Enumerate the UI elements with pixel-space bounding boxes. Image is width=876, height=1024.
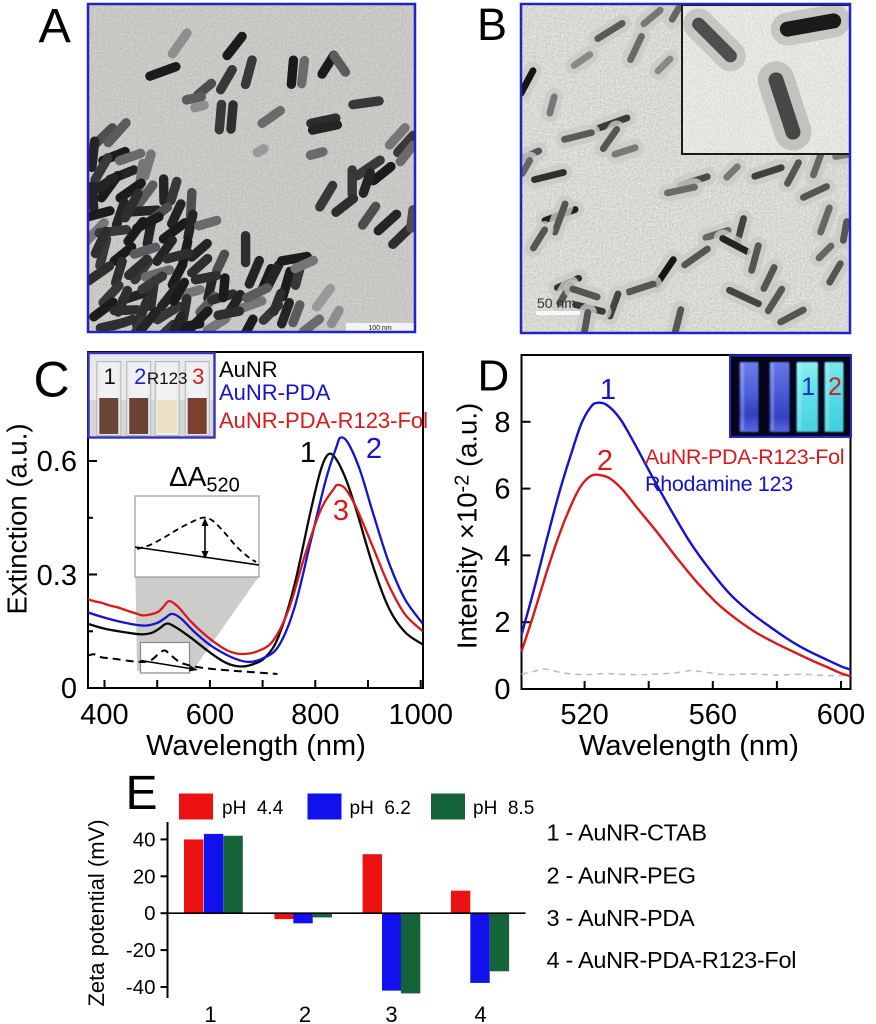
svg-text:B: B <box>477 0 507 50</box>
svg-text:pH 4.4: pH 4.4 <box>222 798 284 819</box>
svg-text:40: 40 <box>133 828 156 851</box>
svg-text:0.3: 0.3 <box>37 560 77 592</box>
svg-text:520: 520 <box>560 699 608 731</box>
svg-text:0: 0 <box>61 673 77 705</box>
svg-text:-40: -40 <box>126 976 156 999</box>
svg-text:3: 3 <box>385 1002 397 1024</box>
svg-text:6: 6 <box>494 474 510 506</box>
svg-text:2: 2 <box>134 364 146 389</box>
svg-text:0: 0 <box>144 902 155 925</box>
svg-text:AuNR: AuNR <box>219 357 278 382</box>
svg-text:2: 2 <box>494 607 510 639</box>
svg-text:8: 8 <box>494 407 510 439</box>
svg-text:Extinction (a.u.): Extinction (a.u.) <box>2 423 33 614</box>
svg-text:0: 0 <box>494 674 510 706</box>
svg-text:800: 800 <box>291 699 339 731</box>
svg-text:2 - AuNR-PEG: 2 - AuNR-PEG <box>547 862 696 888</box>
svg-text:pH 8.5: pH 8.5 <box>473 798 534 819</box>
svg-text:20: 20 <box>133 865 156 888</box>
svg-text:1: 1 <box>801 373 815 401</box>
svg-text:pH 6.2: pH 6.2 <box>350 798 411 819</box>
svg-text:AuNR-PDA: AuNR-PDA <box>219 380 331 405</box>
svg-text:3: 3 <box>333 495 349 527</box>
svg-text:2: 2 <box>597 445 613 477</box>
svg-text:2: 2 <box>299 1002 311 1024</box>
svg-text:4: 4 <box>474 1002 486 1024</box>
svg-text:C: C <box>34 352 70 408</box>
svg-text:Zeta potential (mV): Zeta potential (mV) <box>84 819 109 1006</box>
svg-text:A: A <box>39 0 72 53</box>
svg-text:3 - AuNR-PDA: 3 - AuNR-PDA <box>547 905 696 931</box>
svg-text:1 - AuNR-CTAB: 1 - AuNR-CTAB <box>547 820 707 846</box>
svg-text:-20: -20 <box>126 939 156 962</box>
svg-text:ΔA520: ΔA520 <box>169 461 240 497</box>
svg-text:1: 1 <box>204 1002 216 1024</box>
svg-text:E: E <box>126 767 158 820</box>
svg-text:1000: 1000 <box>388 699 453 731</box>
svg-text:Intensity ×10-2 (a.u.): Intensity ×10-2 (a.u.) <box>452 403 483 649</box>
svg-text:0.6: 0.6 <box>37 446 77 478</box>
svg-text:560: 560 <box>689 699 737 731</box>
svg-text:1: 1 <box>104 364 116 389</box>
svg-text:D: D <box>478 352 510 401</box>
svg-text:4: 4 <box>494 540 510 572</box>
svg-text:R123: R123 <box>147 369 188 388</box>
svg-text:AuNR-PDA-R123-Fol: AuNR-PDA-R123-Fol <box>219 408 428 433</box>
svg-text:4 - AuNR-PDA-R123-Fol: 4 - AuNR-PDA-R123-Fol <box>547 947 797 973</box>
svg-text:2: 2 <box>828 373 842 401</box>
svg-text:100 nm: 100 nm <box>368 325 392 332</box>
svg-text:600: 600 <box>817 699 865 731</box>
svg-text:1: 1 <box>300 437 316 469</box>
svg-text:600: 600 <box>186 699 234 731</box>
svg-text:400: 400 <box>80 699 128 731</box>
svg-text:2: 2 <box>366 433 382 465</box>
svg-text:AuNR-PDA-R123-Fol: AuNR-PDA-R123-Fol <box>645 445 844 469</box>
svg-text:Wavelength (nm): Wavelength (nm) <box>579 730 799 762</box>
svg-text:50 nm: 50 nm <box>537 295 576 311</box>
svg-text:1: 1 <box>600 374 616 406</box>
svg-text:Wavelength (nm): Wavelength (nm) <box>146 730 366 762</box>
svg-text:Rhodamine 123: Rhodamine 123 <box>645 472 793 496</box>
svg-text:3: 3 <box>192 364 204 389</box>
